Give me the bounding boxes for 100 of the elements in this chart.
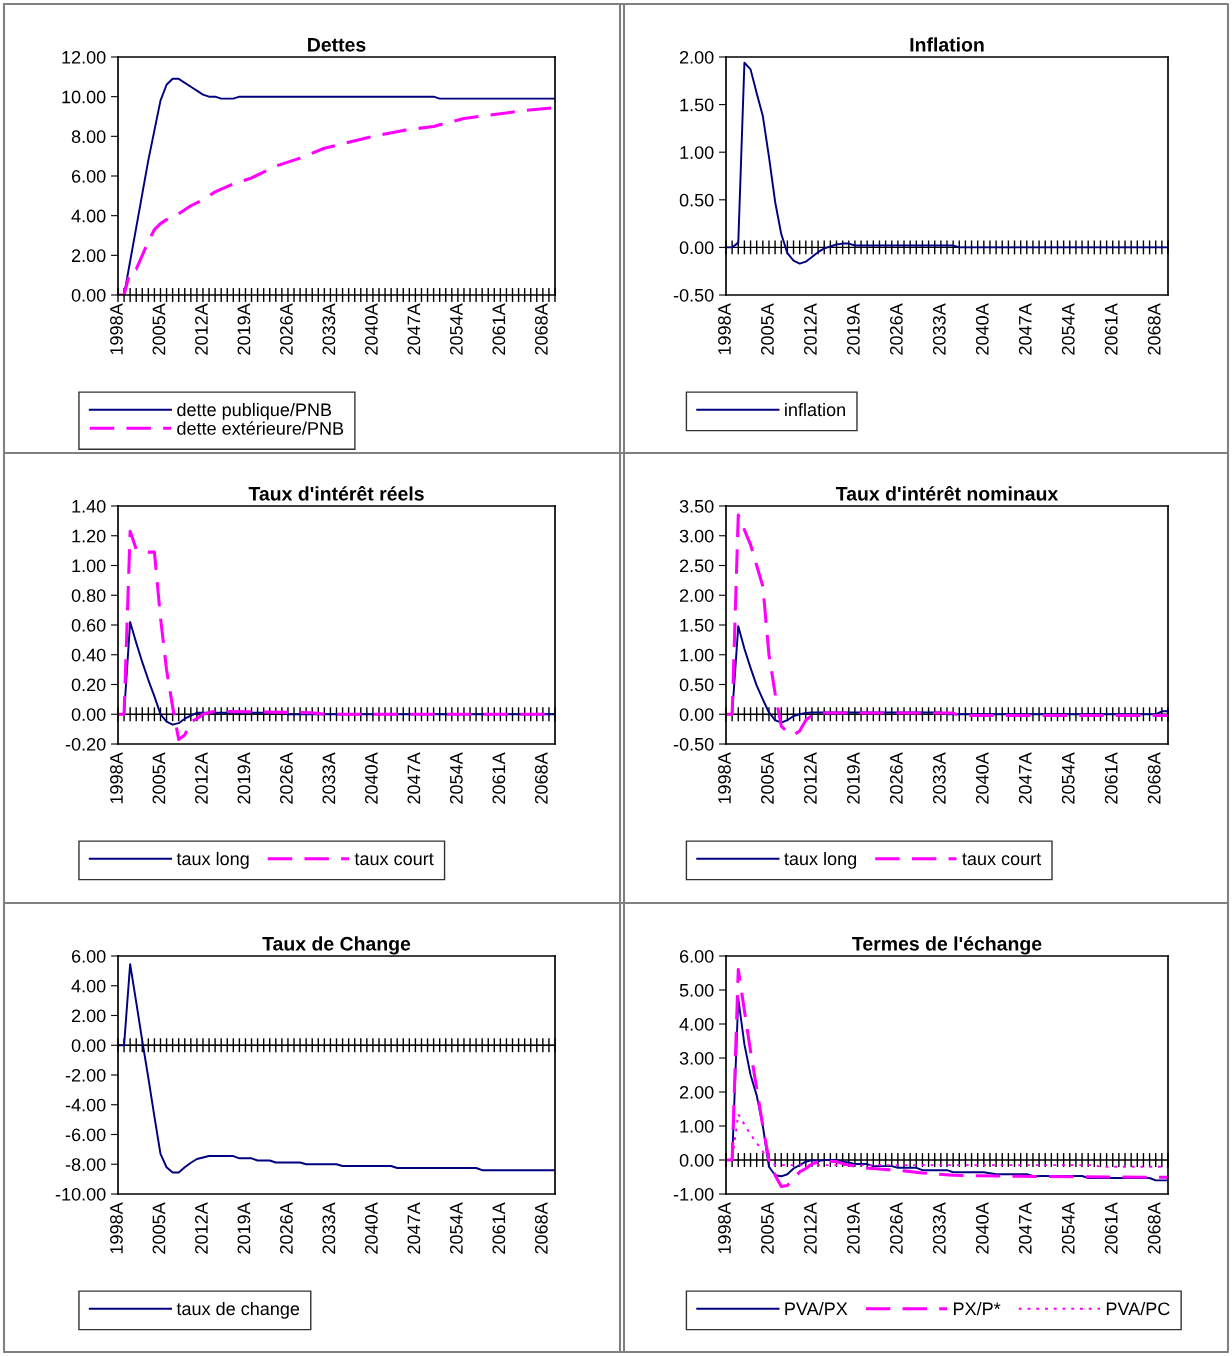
y-tick-label: 8.00 — [71, 130, 106, 144]
x-tick-label: 2040A — [364, 303, 378, 355]
x-tick-label: 2054A — [449, 303, 463, 355]
legend-label: inflation — [785, 402, 845, 417]
x-tick-label: 2047A — [1018, 752, 1032, 804]
x-tick-label: 2012A — [804, 752, 817, 804]
x-tick-label: 2068A — [534, 752, 548, 804]
y-tick-label: 6.00 — [71, 949, 106, 963]
y-tick-label: 0.20 — [71, 678, 106, 692]
x-tick-label: 2019A — [846, 752, 860, 804]
x-tick-label: 2005A — [761, 752, 774, 804]
x-tick-label: 2061A — [492, 752, 506, 804]
y-tick-label: -2.00 — [65, 1068, 106, 1082]
y-tick-label: -1.00 — [673, 1187, 714, 1201]
x-tick-label: 2054A — [449, 752, 463, 804]
y-tick-label: 3.00 — [679, 1051, 714, 1065]
y-tick-label: 0.00 — [71, 1039, 106, 1052]
y-tick-label: 2.00 — [679, 50, 714, 64]
x-tick-label: 2040A — [364, 752, 378, 804]
x-tick-label: 2012A — [195, 1202, 208, 1254]
legend-label: PX/P* — [954, 1301, 1001, 1316]
x-tick-label: 2047A — [407, 303, 421, 355]
legend-label: PVA/PX — [785, 1301, 848, 1316]
y-tick-label: 2.50 — [679, 559, 714, 573]
x-tick-label: 2026A — [889, 303, 903, 355]
x-tick-label: 2012A — [804, 303, 817, 355]
x-tick-label: 2040A — [975, 752, 989, 804]
x-tick-label: 2040A — [975, 303, 989, 355]
x-tick-label: 2068A — [534, 303, 548, 355]
y-tick-label: 6.00 — [679, 949, 714, 963]
y-tick-label: -10.00 — [55, 1187, 106, 1201]
y-tick-label: 4.00 — [71, 209, 106, 223]
x-tick-label: 2019A — [846, 1202, 860, 1254]
legend-label: taux court — [962, 853, 1042, 866]
x-tick-label: 2061A — [492, 1202, 506, 1254]
x-tick-label: 2033A — [932, 1202, 946, 1254]
x-tick-label: 2068A — [1147, 1202, 1161, 1254]
x-tick-label: 2005A — [152, 303, 166, 355]
x-tick-label: 2026A — [280, 1202, 293, 1254]
y-tick-label: 0.80 — [71, 589, 106, 602]
y-tick-label: -6.00 — [65, 1128, 106, 1142]
x-tick-label: 2026A — [889, 1202, 903, 1254]
x-tick-label: 2033A — [322, 1202, 336, 1254]
y-tick-label: 0.00 — [679, 1153, 714, 1167]
x-tick-label: 2040A — [364, 1202, 378, 1254]
x-tick-label: 2026A — [889, 752, 903, 804]
y-tick-label: 1.40 — [72, 499, 106, 513]
x-tick-label: 2033A — [322, 752, 336, 804]
x-tick-label: 2068A — [1147, 303, 1161, 355]
y-tick-label: -0.50 — [673, 288, 714, 302]
x-tick-label: 2054A — [1061, 752, 1075, 804]
legend-label: taux long — [176, 851, 249, 869]
y-tick-label: 1.00 — [680, 648, 714, 662]
y-tick-label: -0.20 — [65, 737, 106, 751]
y-tick-label: 1.00 — [72, 559, 106, 573]
y-tick-label: 3.00 — [679, 529, 714, 543]
legend-label: dette extérieure/PNB — [177, 421, 344, 435]
y-tick-label: 5.00 — [679, 983, 714, 997]
x-tick-label: 1998A — [110, 1202, 123, 1254]
x-tick-label: 2005A — [152, 752, 166, 804]
chart-title: Termes de l'échange — [852, 936, 1042, 955]
x-tick-label: 2054A — [1061, 1202, 1075, 1254]
x-tick-label: 2005A — [152, 1202, 166, 1254]
x-tick-label: 1998A — [718, 1202, 731, 1254]
x-tick-label: 2061A — [492, 303, 506, 355]
y-tick-label: 0.00 — [679, 708, 714, 721]
legend-label: taux de change — [176, 1301, 300, 1319]
x-tick-label: 1998A — [718, 303, 731, 355]
y-tick-label: 1.50 — [680, 618, 714, 632]
x-tick-label: 2019A — [846, 303, 860, 355]
x-tick-label: 2026A — [280, 752, 293, 804]
x-tick-label: 2047A — [407, 752, 421, 804]
y-tick-label: 1.00 — [680, 146, 714, 159]
chart-title: Inflation — [910, 37, 984, 52]
y-tick-label: 1.20 — [72, 529, 106, 543]
y-tick-label: 1.50 — [680, 98, 714, 112]
x-tick-label: 2061A — [1104, 1202, 1118, 1254]
x-tick-label: 2068A — [534, 1202, 548, 1254]
x-tick-label: 2033A — [322, 303, 336, 355]
x-tick-label: 2026A — [280, 303, 293, 355]
y-tick-label: 0.00 — [679, 241, 714, 255]
y-tick-label: 1.00 — [680, 1119, 714, 1133]
x-tick-label: 2054A — [449, 1202, 463, 1254]
y-tick-label: 10.00 — [62, 90, 106, 104]
y-tick-label: 0.50 — [679, 193, 714, 207]
x-tick-label: 2033A — [932, 752, 946, 804]
y-tick-label: -8.00 — [65, 1158, 106, 1171]
x-tick-label: 2019A — [237, 303, 251, 355]
x-tick-label: 2047A — [407, 1202, 421, 1254]
chart-title: Taux de Change — [262, 936, 411, 955]
x-tick-label: 2019A — [237, 752, 251, 804]
y-tick-label: 4.00 — [71, 979, 106, 993]
x-tick-label: 2012A — [804, 1202, 817, 1254]
y-tick-label: 0.00 — [71, 288, 106, 302]
x-tick-label: 2054A — [1061, 303, 1075, 355]
x-tick-label: 2005A — [761, 1202, 774, 1254]
y-tick-label: 0.50 — [679, 678, 714, 692]
legend-label: PVA/PC — [1106, 1301, 1170, 1316]
x-tick-label: 2047A — [1018, 303, 1032, 355]
x-tick-label: 1998A — [110, 752, 123, 804]
